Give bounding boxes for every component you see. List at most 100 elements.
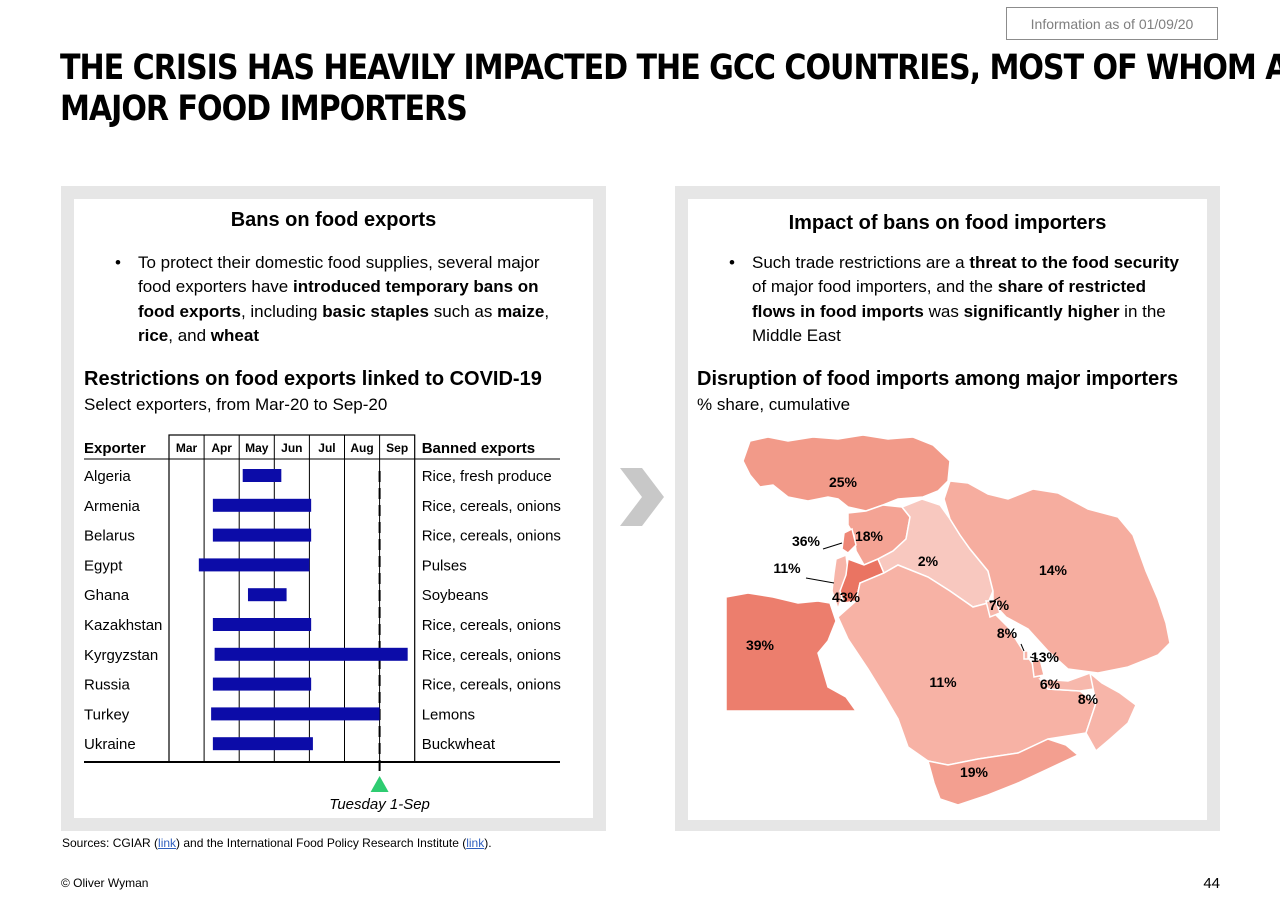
banned-exports-label: Rice, cereals, onions — [422, 528, 561, 545]
restriction-bar — [212, 677, 312, 691]
map-region-qatar — [1031, 658, 1045, 678]
map-region-yemen — [926, 738, 1080, 806]
chevron-right-icon — [620, 468, 664, 526]
marker-label: Tuesday 1-Sep — [329, 796, 430, 813]
map-region-iran — [943, 480, 1171, 674]
disruption-subtitle: % share, cumulative — [697, 395, 851, 414]
source-link[interactable]: link — [158, 836, 177, 850]
map-region-oman — [1085, 671, 1137, 753]
map-value-jordan: 43% — [832, 589, 861, 605]
banned-exports-label: Rice, cereals, onions — [422, 498, 561, 515]
map-value-israel: 11% — [773, 560, 801, 576]
map-value-syria: 18% — [855, 528, 884, 544]
sources-text: ) and the International Food Policy Rese… — [176, 836, 467, 850]
month-label: May — [245, 441, 269, 455]
banned-exports-label: Rice, cereals, onions — [422, 617, 561, 634]
impact-bullet-segment: was — [923, 301, 964, 321]
restriction-bar — [212, 528, 312, 542]
month-label: Aug — [350, 441, 373, 455]
middle-east-map: 25% 36% 11% 18% 2% 14% 43% 39% 7% 8% 13% 6% 8% 11% 19% — [725, 434, 1171, 806]
bans-bullet-segment: maize — [497, 301, 545, 321]
map-region-egypt — [725, 592, 858, 712]
exporter-label: Egypt — [84, 557, 123, 574]
map-leader-line — [1029, 656, 1039, 660]
map-value-qatar: 13% — [1031, 649, 1060, 665]
marker-triangle — [370, 776, 389, 792]
bans-bullet-segment: wheat — [210, 325, 259, 345]
exporter-label: Kazakhstan — [84, 617, 162, 634]
exporter-label: Algeria — [84, 468, 131, 485]
bans-bullet-segment: To protect their domestic food supplies,… — [138, 253, 540, 297]
bans-heading: Bans on food exports — [230, 209, 437, 231]
map-value-bahrain: 8% — [997, 625, 1018, 641]
map-value-kuwait: 7% — [989, 597, 1010, 613]
bans-bullet-segment: , — [544, 301, 550, 321]
bans-bullet-segment: , and — [168, 325, 211, 345]
bans-panel-content: Bans on food exports • To protect their d… — [74, 199, 593, 818]
page-title-line-1: THE CRISIS HAS HEAVILY IMPACTED THE GCC … — [60, 48, 1280, 88]
month-label: Mar — [176, 441, 198, 455]
sources-text: ). — [484, 836, 492, 850]
exporter-label: Armenia — [84, 498, 141, 515]
source-link[interactable]: link — [466, 836, 485, 850]
map-leader-line — [822, 542, 843, 550]
map-value-oman: 8% — [1078, 691, 1099, 707]
map-region-saudi-arabia — [837, 564, 1097, 766]
exporter-label: Russia — [84, 677, 131, 694]
impact-panel-content: Impact of bans on food importers • Such t… — [688, 199, 1207, 820]
map-value-egypt: 39% — [746, 637, 775, 653]
bans-bullet-text: To protect their domestic food supplies,… — [138, 253, 549, 345]
map-value-iraq: 2% — [918, 553, 939, 569]
page-title: THE CRISIS HAS HEAVILY IMPACTED THE GCC … — [60, 48, 1280, 130]
sources-text: Sources: CGIAR ( — [62, 836, 159, 850]
restrictions-title: Restrictions on food exports linked to C… — [84, 368, 542, 390]
bans-bullet-segment: rice — [138, 325, 169, 345]
copyright: © Oliver Wyman — [61, 876, 149, 890]
restriction-bar — [211, 707, 380, 721]
month-label: Apr — [211, 441, 232, 455]
banned-exports-label: Rice, fresh produce — [422, 468, 552, 485]
banned-exports-label: Rice, cereals, onions — [422, 647, 561, 664]
month-label: Sep — [386, 441, 408, 455]
map-value-iran: 14% — [1039, 562, 1068, 578]
impact-bullet-segment: in the Middle East — [752, 301, 1166, 345]
impact-bullet-segment: Such trade restrictions are a — [752, 253, 970, 272]
information-date-text: Information as of 01/09/20 — [1030, 15, 1194, 32]
page-number: 44 — [1203, 875, 1220, 892]
restriction-bar — [212, 498, 312, 512]
impact-panel: Impact of bans on food importers • Such t… — [675, 186, 1220, 831]
exporter-label: Ghana — [84, 587, 130, 604]
map-value-yemen: 19% — [960, 764, 989, 780]
impact-bullet-text: Such trade restrictions are a threat to … — [752, 253, 1179, 345]
impact-heading: Impact of bans on food importers — [788, 212, 1107, 234]
exporter-label: Turkey — [84, 706, 130, 723]
restrictions-subtitle: Select exporters, from Mar-20 to Sep-20 — [84, 395, 388, 414]
map-region-israel — [831, 553, 849, 612]
column-header-banned-exports: Banned exports — [422, 440, 535, 457]
restriction-bar — [247, 588, 287, 602]
restriction-bar — [212, 618, 312, 631]
impact-bullet-segment: significantly higher — [963, 301, 1120, 321]
sources-note: Sources: CGIAR (link) and the Internatio… — [62, 836, 492, 850]
banned-exports-label: Lemons — [422, 706, 475, 723]
map-region-bahrain — [1023, 650, 1029, 660]
impact-bullet-segment: threat to the food security — [969, 253, 1180, 272]
restriction-bar — [214, 647, 408, 661]
exporter-label: Kyrgyzstan — [84, 647, 158, 664]
month-label: Jul — [318, 441, 335, 455]
map-leader-line — [989, 596, 1001, 604]
month-label: Jun — [281, 441, 302, 455]
bans-bullet-segment: , including — [240, 301, 323, 321]
information-date-box: Information as of 01/09/20 — [1006, 7, 1218, 40]
bans-panel: Bans on food exports • To protect their d… — [61, 186, 606, 831]
banned-exports-label: Rice, cereals, onions — [422, 677, 561, 694]
map-region-turkey — [742, 434, 951, 512]
restrictions-gantt-chart: Exporter Banned exports Mar Apr May Jun Jul Aug… — [84, 434, 561, 813]
bullet-dot: • — [729, 253, 735, 272]
exporter-label: Belarus — [84, 528, 135, 545]
map-value-turkey: 25% — [829, 474, 858, 490]
restriction-bar — [242, 469, 282, 482]
map-leader-line — [805, 577, 835, 584]
bans-bullet-segment: introduced temporary bans on food export… — [138, 277, 539, 321]
restriction-bar — [198, 558, 310, 572]
